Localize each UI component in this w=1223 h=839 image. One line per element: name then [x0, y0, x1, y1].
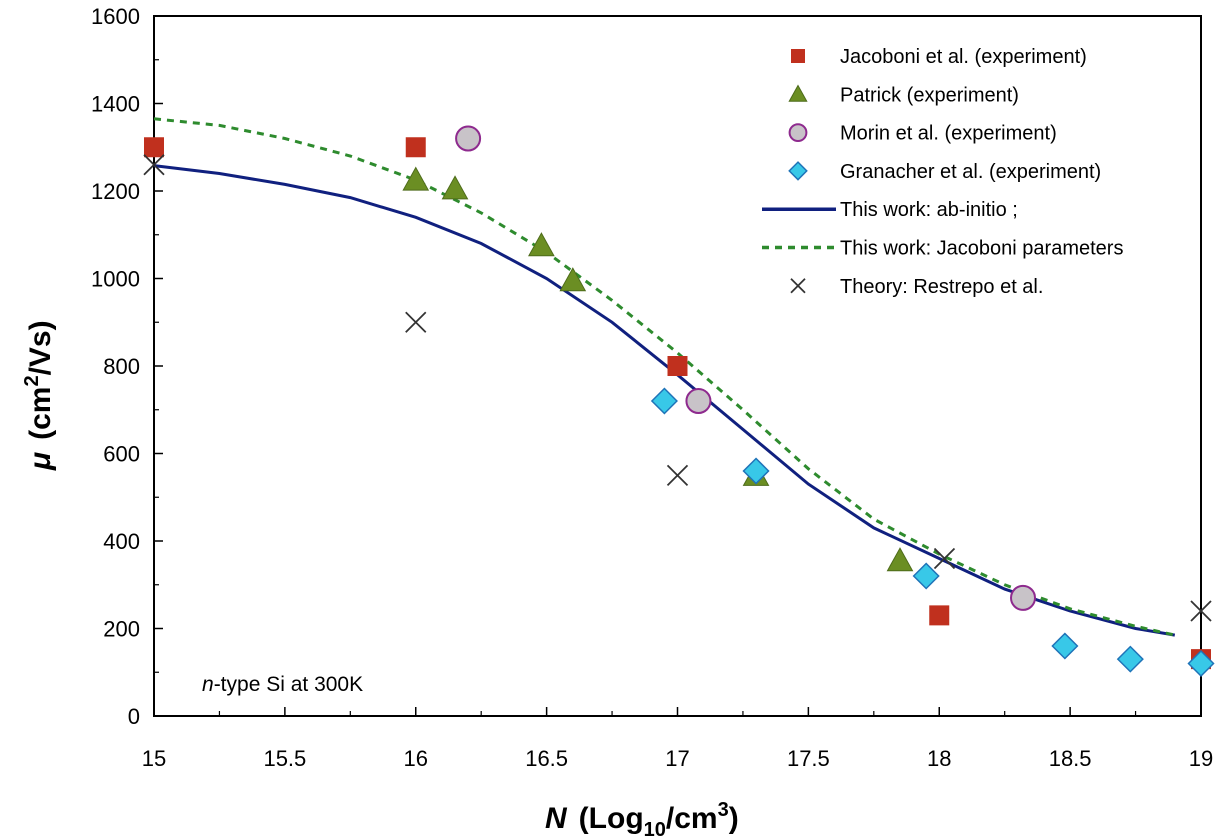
legend-label: Granacher et al. (experiment) [840, 161, 1101, 183]
data-point-circle [1010, 584, 1037, 611]
y-tick-label: 400 [103, 529, 140, 554]
y-axis-title: μ(cm2/Vs) [21, 320, 57, 471]
y-tick-label: 200 [103, 617, 140, 642]
y-tick-label: 1600 [91, 4, 140, 29]
x-stroke [933, 547, 956, 570]
legend: Jacoboni et al. (experiment) Patrick (exp… [762, 46, 1123, 298]
legend-item: This work: ab-initio ; [762, 199, 1018, 221]
data-point-x [143, 154, 165, 176]
legend-item: Morin et al. (experiment) [788, 123, 1057, 145]
legend-marker-x [790, 278, 806, 294]
y-tick-label: 800 [103, 354, 140, 379]
x-stroke [405, 311, 427, 333]
x-tick-label: 17.5 [787, 746, 830, 771]
data-point-triangle [402, 166, 430, 191]
legend-label: This work: Jacoboni parameters [840, 238, 1123, 260]
legend-item: Theory: Restrepo et al. [790, 276, 1043, 298]
legend-marker-diamond [788, 161, 808, 181]
x-axis-title: N (Log10/cm3) [545, 799, 739, 839]
series-markers [143, 125, 1215, 678]
x-stroke [666, 464, 689, 487]
x-stroke [143, 154, 165, 176]
data-point-x [666, 464, 689, 487]
x-tick-label: 17 [665, 746, 689, 771]
y-tick-label: 1200 [91, 179, 140, 204]
legend-marker-triangle [788, 84, 808, 102]
x-tick-label: 16.5 [525, 746, 568, 771]
annotation-text: n-type Si at 300K [202, 673, 363, 696]
legend-label: Patrick (experiment) [840, 84, 1019, 106]
data-point-square [405, 137, 426, 158]
data-point-diamond [912, 562, 940, 590]
series-lines [153, 117, 1176, 637]
data-point-diamond [1187, 649, 1215, 678]
x-tick-label: 18.5 [1049, 746, 1092, 771]
axis-ticks: 0 200 400 600 800 1000 1200 1400 1600 15 15.5 16 16.… [91, 4, 1213, 771]
data-point-square [144, 137, 164, 158]
x-tick-label: 15 [142, 746, 166, 771]
y-tick-label: 600 [103, 442, 140, 467]
legend-label: Jacoboni et al. (experiment) [840, 46, 1087, 68]
legend-label: This work: ab-initio ; [840, 199, 1018, 221]
series-line-this-work-jacoboni-parameters [153, 117, 1176, 637]
data-point-x [405, 311, 427, 333]
data-point-diamond [742, 457, 770, 485]
data-point-circle [685, 388, 712, 414]
legend-item: Granacher et al. (experiment) [788, 161, 1101, 183]
legend-item: Jacoboni et al. (experiment) [791, 46, 1087, 68]
data-point-square [929, 605, 950, 626]
data-point-x [1190, 600, 1212, 622]
data-point-triangle [441, 175, 469, 200]
data-point-x [933, 547, 956, 570]
legend-marker-circle [788, 123, 808, 143]
data-point-triangle [559, 267, 587, 292]
x-tick-label: 19 [1189, 746, 1213, 771]
data-point-circle [455, 125, 482, 152]
x-stroke [1190, 600, 1212, 622]
data-point-diamond [1116, 645, 1144, 673]
legend-marker-square [791, 49, 805, 63]
legend-item: This work: Jacoboni parameters [762, 238, 1123, 260]
data-point-diamond [1051, 632, 1079, 660]
x-stroke [790, 278, 806, 294]
data-point-square [667, 356, 688, 376]
y-tick-label: 1000 [91, 267, 140, 292]
legend-label: Morin et al. (experiment) [840, 123, 1057, 145]
data-point-diamond [650, 387, 678, 415]
x-tick-label: 15.5 [263, 746, 306, 771]
data-point-triangle [886, 547, 914, 572]
x-tick-label: 18 [927, 746, 951, 771]
legend-item: Patrick (experiment) [788, 84, 1019, 106]
legend-label: Theory: Restrepo et al. [840, 276, 1043, 298]
y-tick-label: 1400 [91, 92, 140, 117]
data-point-triangle [528, 232, 555, 257]
x-tick-label: 16 [404, 746, 428, 771]
y-tick-label: 0 [128, 704, 140, 729]
